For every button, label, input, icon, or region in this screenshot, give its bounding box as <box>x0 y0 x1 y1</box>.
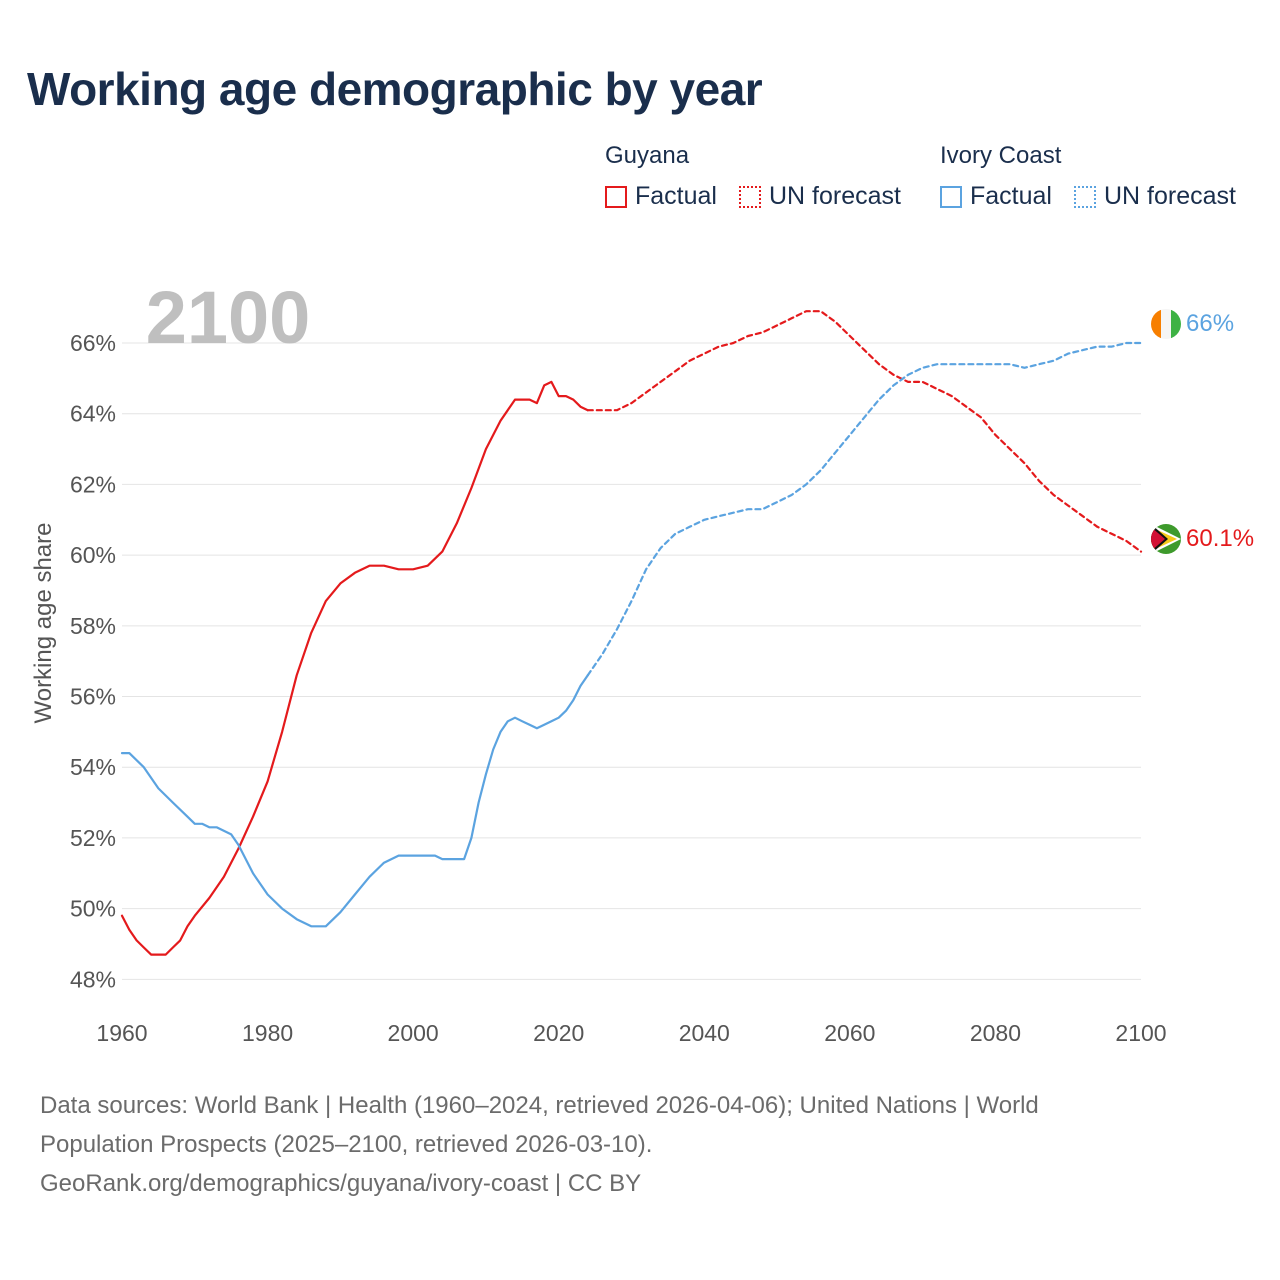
legend-label: Factual <box>970 182 1052 210</box>
legend-label: UN forecast <box>1103 182 1236 210</box>
y-axis-ticks: 48% 50% 52% 54% 56% 58% 60% 62% 64% 66% <box>70 330 116 992</box>
chart-title: Working age demographic by year <box>27 63 763 115</box>
legend-group-guyana: Guyana Factual UN forecast <box>605 142 901 211</box>
legend-ivory-coast-factual[interactable]: Factual <box>940 182 1052 211</box>
x-tick-label: 1960 <box>96 1020 147 1046</box>
ivory-coast-factual-line <box>120 674 589 928</box>
legend-guyana-forecast[interactable]: UN forecast <box>738 182 901 211</box>
x-tick-label: 2060 <box>824 1020 875 1046</box>
legend-group-title: Ivory Coast <box>940 142 1062 169</box>
guyana-flag-icon <box>1151 524 1181 554</box>
ivory-coast-flag-icon <box>1151 309 1181 339</box>
x-tick-label: 2100 <box>1115 1020 1166 1046</box>
series-lines <box>120 310 1143 956</box>
y-tick-label: 58% <box>70 613 116 639</box>
guyana-forecast-line <box>586 310 1143 553</box>
x-tick-label: 2080 <box>970 1020 1021 1046</box>
y-tick-label: 56% <box>70 684 116 710</box>
y-tick-label: 66% <box>70 330 116 356</box>
x-tick-label: 2020 <box>533 1020 584 1046</box>
ivory-coast-forecast-line <box>586 341 1143 677</box>
solid-swatch-icon <box>940 185 962 208</box>
footer-line: Data sources: World Bank | Health (1960–… <box>40 1092 1039 1119</box>
y-tick-label: 54% <box>70 754 116 780</box>
footer-link[interactable]: GeoRank.org/demographics/guyana/ivory-co… <box>40 1170 642 1197</box>
guyana-end-label: 60.1% <box>1186 525 1254 552</box>
x-tick-label: 2000 <box>388 1020 439 1046</box>
dotted-swatch-icon <box>1073 185 1096 208</box>
footer-sources: Data sources: World Bank | Health (1960–… <box>40 1086 1240 1203</box>
x-tick-label: 1980 <box>242 1020 293 1046</box>
gridlines <box>122 342 1141 980</box>
y-tick-label: 64% <box>70 401 116 427</box>
year-watermark: 2100 <box>146 276 311 359</box>
legend-group-title: Guyana <box>605 142 690 169</box>
ivory-coast-end-label: 66% <box>1186 310 1234 337</box>
y-tick-label: 62% <box>70 471 116 497</box>
x-axis-ticks: 1960 1980 2000 2020 2040 2060 2080 2100 <box>96 1020 1166 1046</box>
legend-ivory-coast-forecast[interactable]: UN forecast <box>1073 182 1236 211</box>
dotted-swatch-icon <box>738 185 761 208</box>
x-tick-label: 2040 <box>679 1020 730 1046</box>
y-tick-label: 48% <box>70 966 116 992</box>
line-chart: 48% 50% 52% 54% 56% 58% 60% 62% 64% 66% 1960 1980 2… <box>30 276 1254 1046</box>
y-tick-label: 50% <box>70 896 116 922</box>
y-tick-label: 52% <box>70 825 116 851</box>
legend-label: Factual <box>635 182 717 210</box>
y-axis-label: Working age share <box>30 523 57 724</box>
footer-line: Population Prospects (2025–2100, retriev… <box>40 1131 653 1158</box>
guyana-factual-line <box>120 380 589 956</box>
legend-label: UN forecast <box>768 182 901 210</box>
legend-guyana-factual[interactable]: Factual <box>605 182 717 211</box>
legend-group-ivory-coast: Ivory Coast Factual UN forecast <box>940 142 1236 211</box>
y-tick-label: 60% <box>70 542 116 568</box>
solid-swatch-icon <box>605 185 627 208</box>
